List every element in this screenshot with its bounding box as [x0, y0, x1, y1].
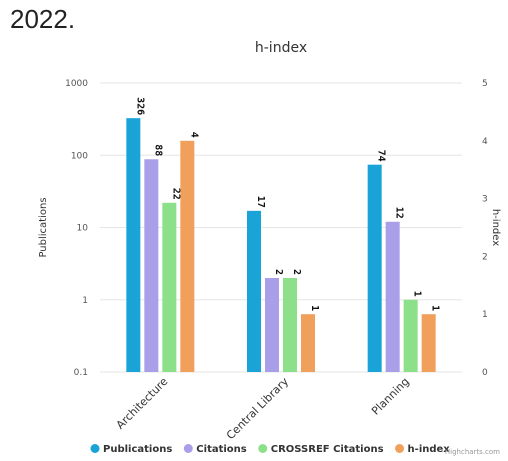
data-label: 1 — [430, 305, 441, 311]
right-tick-label: 2 — [482, 252, 488, 262]
legend-item[interactable]: Citations — [183, 444, 247, 455]
left-tick-label: 100 — [71, 151, 88, 161]
category-label: Central Library — [224, 375, 292, 443]
bar — [367, 164, 382, 372]
data-label: 2 — [291, 269, 302, 275]
legend-item[interactable]: h-index — [395, 444, 450, 455]
legend-marker — [258, 444, 268, 453]
right-tick-label: 0 — [482, 368, 488, 378]
grid — [100, 82, 462, 373]
credits-link[interactable]: Highcharts.com — [445, 448, 500, 456]
legend-label: h-index — [408, 444, 451, 455]
right-axis-ticks: 0 1 2 3 4 5 — [482, 79, 488, 378]
bar — [180, 140, 195, 372]
legend-item[interactable]: Publications — [90, 444, 173, 455]
category-axis: Architecture Central Library Planning — [114, 375, 412, 443]
data-label: 88 — [152, 144, 163, 156]
bar — [283, 278, 297, 372]
right-tick-label: 5 — [482, 79, 488, 89]
legend-label: Citations — [196, 444, 246, 455]
bar — [144, 159, 159, 372]
bar — [247, 210, 261, 372]
left-tick-label: 0.1 — [74, 368, 88, 378]
legend-marker — [395, 444, 405, 453]
legend-label: CROSSREF Citations — [271, 444, 384, 455]
bar — [301, 314, 315, 372]
data-label: 1 — [412, 291, 423, 297]
data-label: 4 — [188, 132, 199, 138]
data-label: 12 — [394, 207, 405, 219]
bar — [421, 314, 436, 372]
left-tick-label: 1000 — [65, 79, 88, 89]
category-label: Planning — [369, 375, 412, 418]
page-heading: 2022. — [10, 4, 76, 34]
right-tick-label: 3 — [482, 195, 488, 205]
data-label: 17 — [255, 196, 266, 208]
data-label: 1 — [309, 305, 320, 311]
bars — [126, 118, 436, 372]
data-label: 22 — [170, 188, 181, 200]
bar — [403, 299, 418, 372]
legend-item[interactable]: CROSSREF Citations — [258, 444, 384, 455]
legend[interactable]: Publications Citations CROSSREF Citations h… — [90, 444, 451, 455]
left-tick-label: 1 — [82, 296, 88, 306]
left-axis-title: Publications — [38, 197, 49, 257]
left-axis-ticks: 0.1 1 10 100 1000 — [65, 79, 88, 378]
category-label: Architecture — [114, 375, 171, 432]
right-tick-label: 4 — [482, 137, 488, 147]
legend-label: Publications — [103, 444, 172, 455]
chart-title: h-index — [255, 40, 307, 56]
left-tick-label: 10 — [77, 224, 89, 234]
right-axis-title: h-index — [490, 209, 501, 246]
bar — [162, 202, 177, 372]
data-label: 2 — [273, 269, 284, 275]
data-label: 326 — [134, 97, 145, 115]
data-label: 74 — [376, 150, 387, 162]
legend-marker — [183, 444, 193, 453]
bar — [126, 118, 141, 372]
bar — [385, 221, 400, 372]
right-tick-label: 1 — [482, 310, 488, 320]
legend-marker — [90, 444, 100, 453]
bar — [265, 278, 279, 372]
